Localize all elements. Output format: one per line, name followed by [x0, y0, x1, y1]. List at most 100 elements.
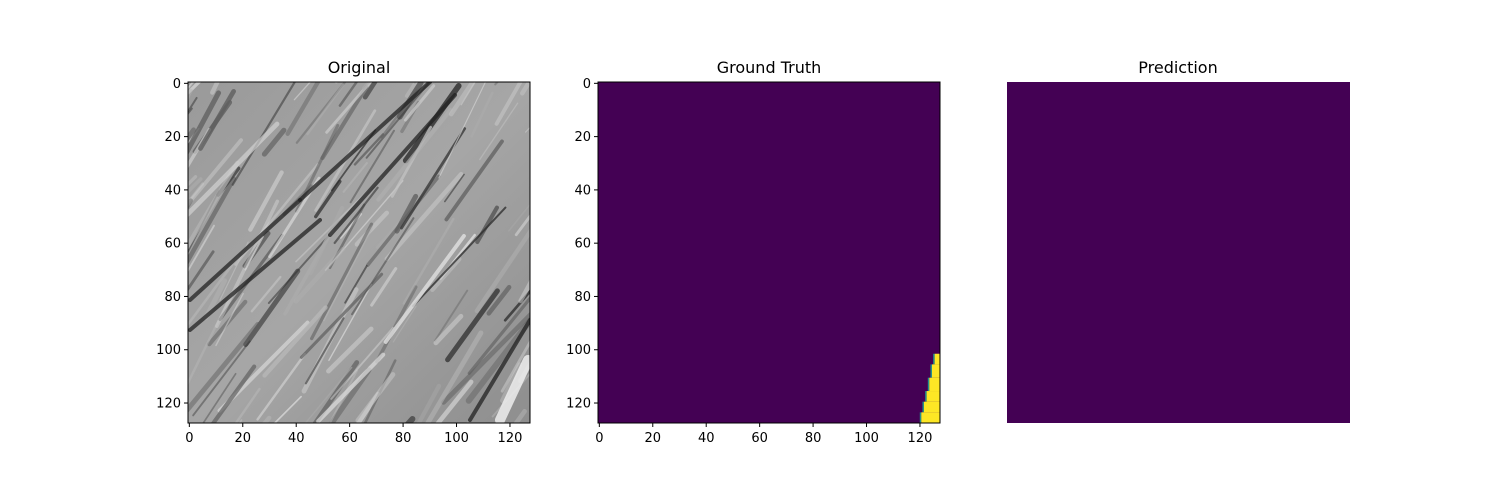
texture-streak: [500, 339, 530, 393]
texture-streak: [328, 369, 358, 423]
texture-streak: [198, 88, 236, 151]
texture-streak: [344, 264, 368, 304]
texture-streak: [210, 82, 220, 95]
texture-streak: [520, 82, 530, 96]
ground-truth-y-tick-label: 60: [574, 237, 591, 252]
texture-streak: [444, 139, 504, 222]
texture-streak: [547, 391, 567, 413]
ground-truth-y-tick-label: 0: [583, 77, 591, 92]
mask-edge: [933, 353, 935, 365]
original-y-tick-label: 100: [156, 343, 181, 358]
texture-ridge: [468, 318, 530, 422]
texture-streak: [248, 170, 284, 232]
ground-truth-x-tick-label: 0: [595, 431, 603, 446]
texture-streak: [256, 352, 307, 421]
texture-streak: [316, 352, 386, 423]
texture-streak: [362, 82, 378, 100]
texture-streak: [324, 180, 404, 271]
texture-streak: [438, 82, 487, 179]
texture-streak: [188, 82, 194, 94]
mask-cell: [934, 353, 940, 365]
texture-streak: [444, 173, 465, 203]
texture-streak: [430, 256, 462, 293]
texture-streak: [299, 272, 384, 359]
ground-truth-axes: 0 20 40 60 80 100 120 0 20 40 60 80 100 120: [566, 77, 932, 446]
texture-streak: [479, 102, 519, 161]
texture-streak: [467, 295, 530, 375]
texture-streak: [188, 96, 198, 114]
mask-edge: [925, 391, 927, 402]
texture-streak: [392, 305, 417, 343]
panel-title-prediction: Prediction: [1138, 58, 1217, 77]
texture-streak: [293, 82, 312, 101]
texture-streak: [475, 205, 499, 245]
texture-streak: [267, 445, 281, 473]
panel-original: Original 0 20 40 60 80 100 120 0 20 40 60 80 100 120: [156, 58, 579, 473]
texture-streak: [188, 294, 232, 386]
texture-streak: [308, 205, 345, 276]
texture-streak: [188, 321, 261, 413]
texture-ridge: [188, 198, 302, 302]
original-x-tick-label: 0: [185, 431, 193, 446]
ground-truth-y-tick-label: 40: [574, 183, 591, 198]
texture-streak: [231, 82, 297, 186]
ground-truth-mask: [919, 353, 940, 423]
texture-streak: [394, 193, 419, 234]
texture-streak: [370, 267, 398, 307]
texture-streak: [304, 366, 353, 423]
texture-streak: [328, 367, 372, 423]
texture-ridge: [188, 218, 322, 332]
texture-streak: [349, 129, 395, 204]
ground-truth-y-tick-label: 120: [566, 397, 591, 412]
mask-cell: [921, 412, 940, 423]
texture-streak: [192, 340, 251, 417]
original-x-tick-label: 120: [498, 431, 523, 446]
texture-streak: [188, 138, 243, 207]
texture-streak: [243, 268, 301, 347]
texture-streak: [328, 283, 373, 362]
texture-streak: [254, 430, 271, 456]
texture-streak: [403, 84, 436, 122]
texture-streak: [306, 83, 345, 136]
texture-ridge: [328, 93, 457, 237]
mask-edge: [919, 412, 922, 423]
texture-streak: [508, 203, 530, 232]
original-texture-streaks: [188, 82, 579, 473]
texture-streak: [188, 82, 195, 90]
texture-streak: [355, 372, 396, 423]
texture-streak: [500, 362, 523, 403]
texture-streak: [434, 289, 469, 342]
ground-truth-x-tick-label: 120: [908, 431, 933, 446]
panel-prediction: Prediction: [1007, 58, 1350, 423]
texture-streak: [188, 127, 196, 142]
original-x-tick-label: 40: [288, 431, 305, 446]
mask-edge: [922, 401, 924, 413]
texture-streak: [304, 317, 345, 385]
ground-truth-x-tick-label: 80: [805, 431, 822, 446]
original-y-tick-label: 80: [164, 290, 181, 305]
texture-streak: [188, 176, 237, 265]
texture-streak: [548, 156, 568, 193]
texture-streak: [188, 198, 193, 210]
ground-truth-x-tick-label: 40: [698, 431, 715, 446]
original-y-tick-label: 20: [164, 130, 181, 145]
panel-title-ground-truth: Ground Truth: [717, 58, 822, 77]
texture-streak: [353, 133, 385, 166]
texture-streak: [250, 275, 282, 313]
ground-truth-x-tick-label: 100: [854, 431, 879, 446]
texture-streak: [188, 224, 215, 273]
texture-streak: [494, 82, 523, 126]
texture-streak: [402, 217, 455, 305]
texture-streak: [351, 217, 415, 316]
texture-streak: [210, 364, 257, 423]
original-axes: 0 20 40 60 80 100 120 0 20 40 60 80 100 120: [156, 77, 522, 446]
texture-streak: [525, 126, 530, 133]
texture-streak: [188, 90, 222, 156]
texture-streak: [534, 82, 579, 163]
texture-streak: [188, 121, 280, 218]
texture-streak: [474, 227, 530, 314]
ground-truth-x-tick-label: 20: [645, 431, 662, 446]
texture-streak: [323, 227, 373, 322]
ground-truth-x-tick-label: 60: [751, 431, 768, 446]
texture-streak: [188, 250, 215, 292]
